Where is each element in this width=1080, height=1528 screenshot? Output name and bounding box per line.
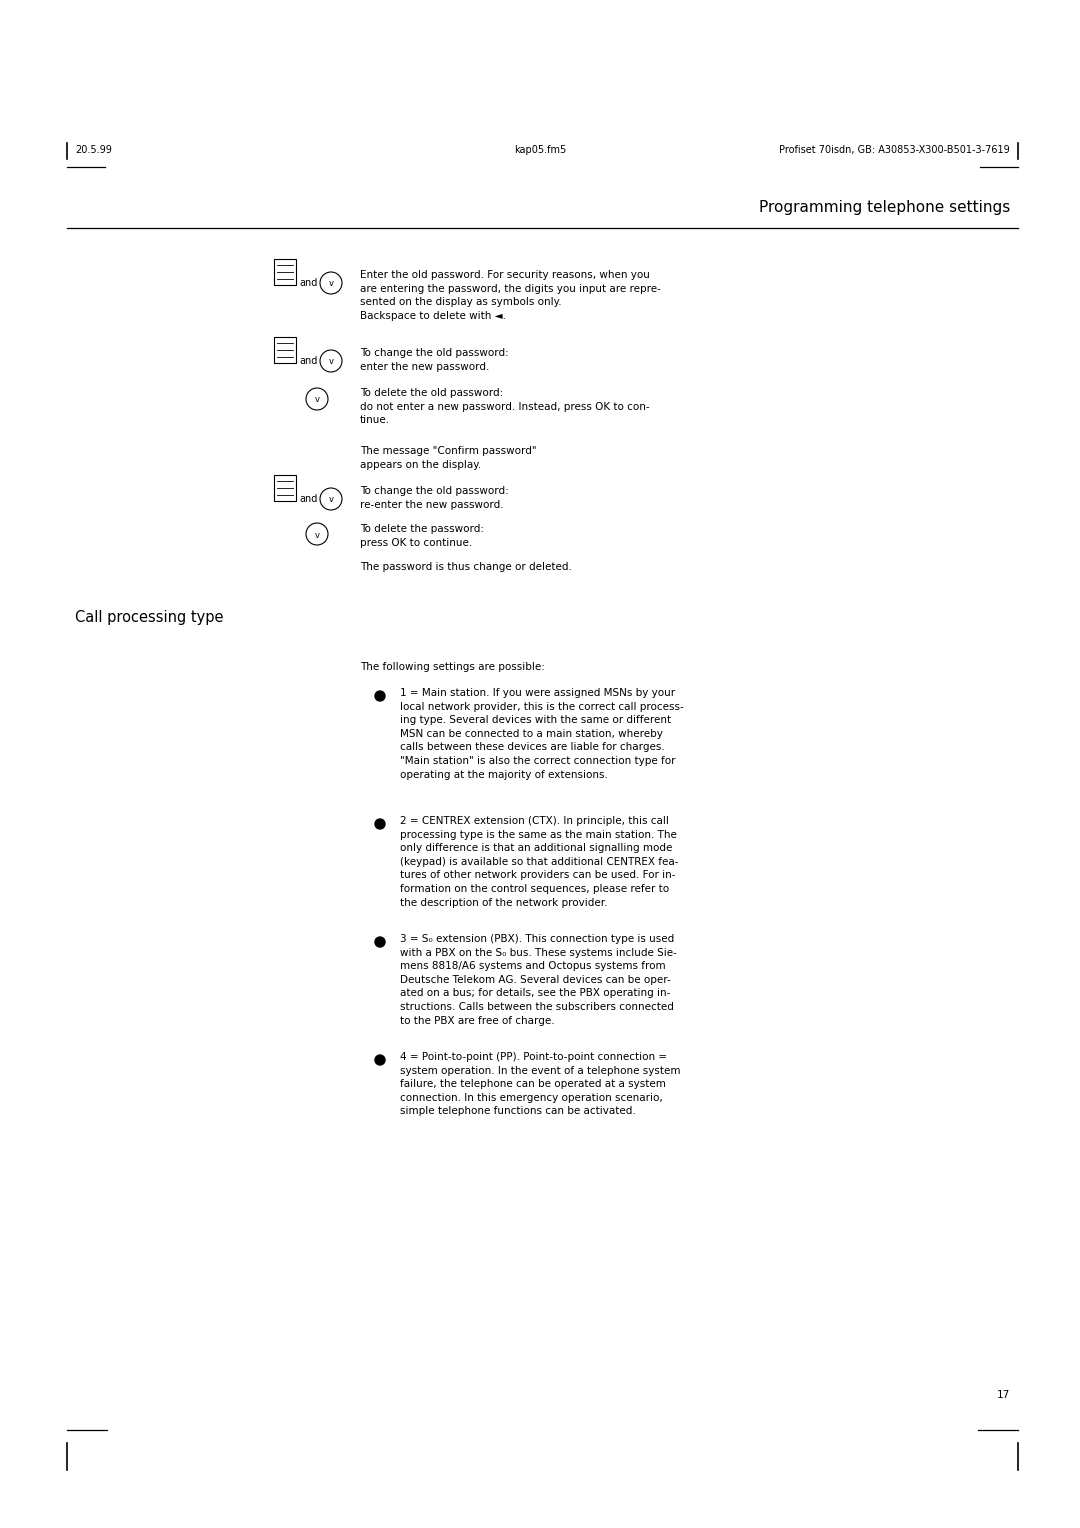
Text: v: v <box>328 358 334 367</box>
FancyBboxPatch shape <box>274 260 296 286</box>
Text: and: and <box>299 494 318 504</box>
FancyBboxPatch shape <box>274 338 296 364</box>
Text: To change the old password:
re-enter the new password.: To change the old password: re-enter the… <box>360 486 509 510</box>
Text: To change the old password:
enter the new password.: To change the old password: enter the ne… <box>360 348 509 371</box>
Text: v: v <box>328 280 334 289</box>
Text: The message "Confirm password"
appears on the display.: The message "Confirm password" appears o… <box>360 446 537 469</box>
Text: v: v <box>328 495 334 504</box>
Text: The password is thus change or deleted.: The password is thus change or deleted. <box>360 562 572 571</box>
Text: Enter the old password. For security reasons, when you
are entering the password: Enter the old password. For security rea… <box>360 270 661 321</box>
Text: To delete the password:
press OK to continue.: To delete the password: press OK to cont… <box>360 524 484 547</box>
Circle shape <box>375 937 384 947</box>
Text: To delete the old password:
do not enter a new password. Instead, press OK to co: To delete the old password: do not enter… <box>360 388 650 425</box>
Text: and: and <box>299 278 318 287</box>
Text: 17: 17 <box>997 1390 1010 1400</box>
Circle shape <box>375 691 384 701</box>
Circle shape <box>375 819 384 830</box>
Text: The following settings are possible:: The following settings are possible: <box>360 662 545 672</box>
Text: kap05.fm5: kap05.fm5 <box>514 145 566 154</box>
Text: Call processing type: Call processing type <box>75 610 224 625</box>
Text: 20.5.99: 20.5.99 <box>75 145 112 154</box>
Text: and: and <box>299 356 318 367</box>
Text: Profiset 70isdn, GB: A30853-X300-B501-3-7619: Profiset 70isdn, GB: A30853-X300-B501-3-… <box>780 145 1010 154</box>
Text: 2 = CENTREX extension (CTX). In principle, this call
processing type is the same: 2 = CENTREX extension (CTX). In principl… <box>400 816 678 908</box>
Text: v: v <box>314 396 320 405</box>
Text: 3 = S₀ extension (PBX). This connection type is used
with a PBX on the S₀ bus. T: 3 = S₀ extension (PBX). This connection … <box>400 934 677 1025</box>
Text: v: v <box>314 530 320 539</box>
Circle shape <box>375 1054 384 1065</box>
Text: 1 = Main station. If you were assigned MSNs by your
local network provider, this: 1 = Main station. If you were assigned M… <box>400 688 684 779</box>
Text: 4 = Point-to-point (PP). Point-to-point connection =
system operation. In the ev: 4 = Point-to-point (PP). Point-to-point … <box>400 1051 680 1117</box>
FancyBboxPatch shape <box>274 475 296 501</box>
Text: Programming telephone settings: Programming telephone settings <box>759 200 1010 215</box>
